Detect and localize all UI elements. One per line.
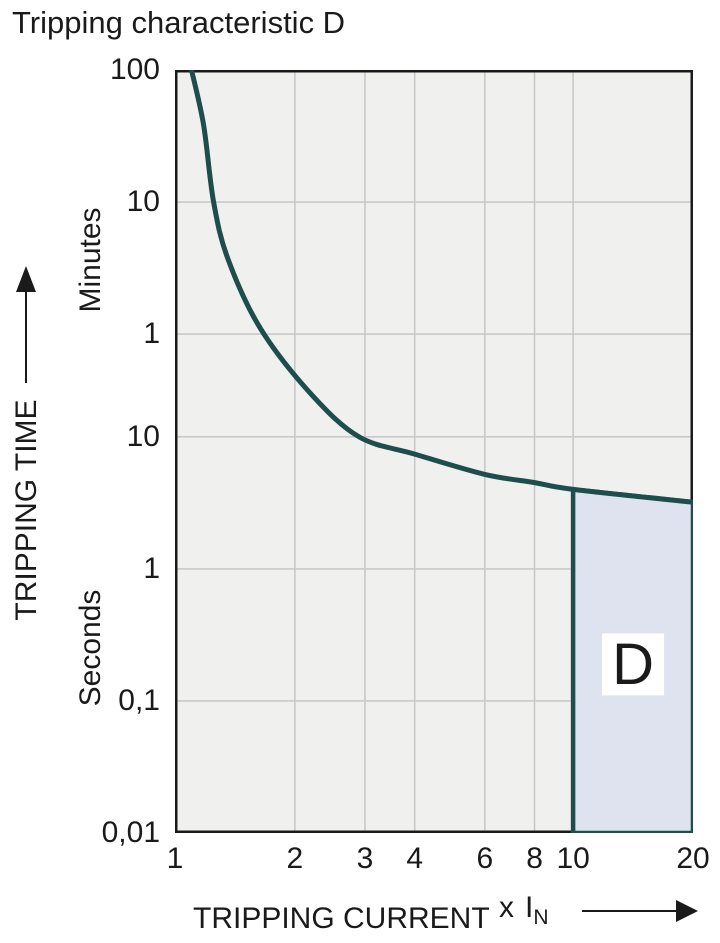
x-axis-unit-subscript: N <box>533 906 549 929</box>
y-axis-title: TRIPPING TIME <box>10 399 43 621</box>
y-tick-label: 10 <box>126 419 160 453</box>
y-axis-arrow-line <box>25 290 27 383</box>
x-tick-label: 8 <box>526 842 543 875</box>
y-unit-minutes: Minutes <box>74 207 107 313</box>
y-tick-label: 10 <box>126 185 160 219</box>
x-tick-label: 1 <box>166 842 184 875</box>
x-tick-label: 6 <box>476 842 494 875</box>
x-tick-label: 4 <box>406 842 424 875</box>
x-axis-unit: x IN <box>499 891 549 929</box>
region-label: D <box>612 632 654 697</box>
y-tick-label: 0,1 <box>118 683 160 717</box>
x-axis-unit-symbol: IN <box>525 891 549 929</box>
plot-area: D <box>175 70 693 833</box>
arrow-up-icon <box>16 266 36 292</box>
x-axis-arrow-line <box>582 910 680 912</box>
y-tick-label: 1 <box>143 317 160 351</box>
y-tick-label: 1 <box>143 551 160 585</box>
x-axis-unit-multiplier: x <box>499 891 514 924</box>
region-label-box <box>602 633 665 696</box>
tripping-curve <box>189 70 693 505</box>
x-tick-label: 20 <box>676 842 710 875</box>
x-tick-label: 2 <box>286 842 304 875</box>
y-tick-label: 0,01 <box>101 816 160 849</box>
x-tick-label: 3 <box>356 842 374 875</box>
x-axis-title: TRIPPING CURRENT <box>193 902 490 935</box>
x-tick-label: 10 <box>556 842 590 875</box>
plot-frame <box>175 70 693 833</box>
arrow-right-icon <box>676 900 698 922</box>
y-tick-label: 100 <box>109 53 160 86</box>
chart-title: Tripping characteristic D <box>12 5 346 40</box>
